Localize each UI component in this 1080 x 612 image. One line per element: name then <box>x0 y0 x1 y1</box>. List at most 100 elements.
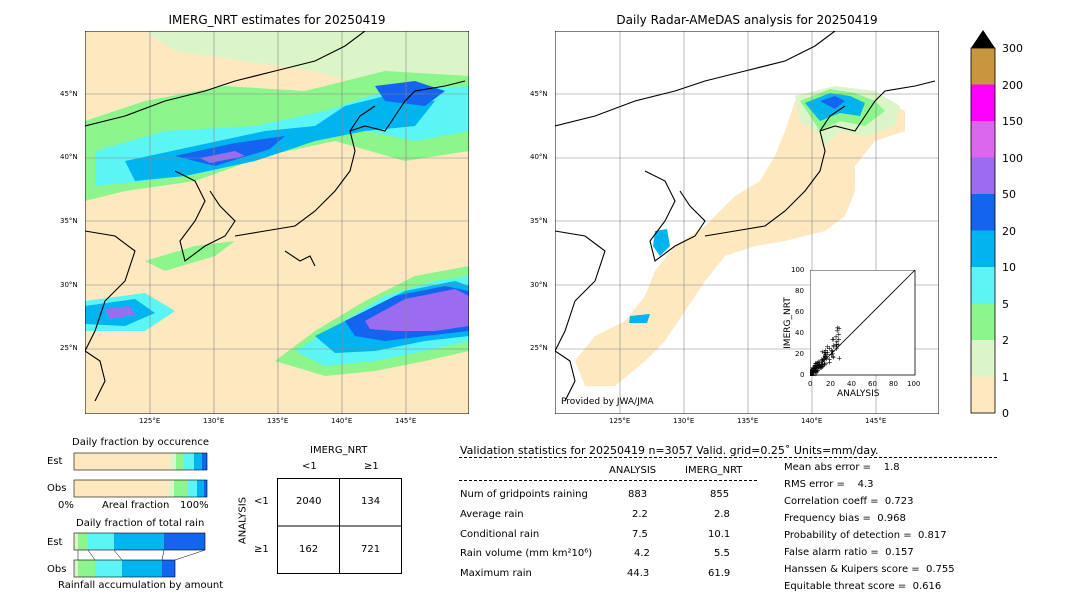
scatter-point: + <box>810 369 814 376</box>
scatter-point: + <box>810 368 816 376</box>
scatter-point: + <box>810 366 814 374</box>
scatter-point: + <box>810 372 813 377</box>
validation-row-label: Conditional rain <box>460 529 540 540</box>
scatter-point: + <box>822 353 828 361</box>
scatter-point: + <box>815 366 821 374</box>
scatter-point: + <box>810 372 816 377</box>
scatter-point: + <box>815 364 821 372</box>
scatter-point: + <box>810 372 813 377</box>
scatter-point: + <box>810 371 814 376</box>
occurrence-title: Daily fraction by occurence <box>72 437 210 448</box>
right-lon-130: 130°E <box>673 417 695 425</box>
scatter-inset: ++++ ++++++++++++++++++++++++++++++++ ++++… <box>810 270 916 376</box>
right-map-title: Daily Radar-AMeDAS analysis for 20250419 <box>616 13 878 27</box>
occurrence-obs-bar <box>74 480 207 497</box>
score-frequency-bias: Frequency bias = 0.968 <box>784 513 906 524</box>
scatter-point: + <box>810 371 813 376</box>
scatter-point: + <box>810 372 814 377</box>
scatter-point: + <box>810 369 814 376</box>
scatter-xtick-0: 0 <box>808 380 813 388</box>
scatter-xtick-40: 40 <box>847 380 856 388</box>
scatter-point: + <box>810 369 815 376</box>
scatter-point: + <box>811 365 817 373</box>
scatter-point: + <box>827 356 833 364</box>
left-lat-25: 25°N <box>60 344 78 352</box>
scatter-point: + <box>812 364 818 372</box>
scatter-point: + <box>810 369 813 376</box>
scatter-point: + <box>810 366 816 374</box>
left-lat-45: 45°N <box>60 90 78 98</box>
scatter-point: + <box>834 327 840 335</box>
colorbar-swatch <box>971 376 995 414</box>
total-rain-bars <box>73 532 206 578</box>
score-mean-abs-error: Mean abs error = 1.8 <box>784 462 900 473</box>
scatter-point: + <box>836 335 842 343</box>
scatter-point: + <box>811 369 817 376</box>
scatter-point: + <box>810 370 814 376</box>
scatter-point: + <box>817 359 823 367</box>
scatter-point: + <box>810 367 816 375</box>
validation-row-analysis: 2.2 <box>632 509 648 520</box>
scatter-point: + <box>823 348 829 356</box>
scatter-point: + <box>810 369 814 376</box>
scatter-xtick-80: 80 <box>889 380 898 388</box>
colorbar-label-150: 150 <box>1002 115 1023 128</box>
scatter-point: + <box>827 358 833 366</box>
scatter-point: + <box>824 355 830 363</box>
contingency-col-lt: <1 <box>302 461 317 472</box>
scatter-point: + <box>810 372 813 377</box>
scatter-point: + <box>812 368 818 376</box>
scatter-point: + <box>813 368 819 376</box>
colorbar-swatch <box>971 340 995 377</box>
scatter-xlabel: ANALYSIS <box>837 389 880 399</box>
scatter-point: + <box>810 371 813 376</box>
left-map-title: IMERG_NRT estimates for 20250419 <box>168 13 386 27</box>
scatter-point: + <box>810 370 814 376</box>
scatter-point: + <box>834 343 840 351</box>
scatter-point: + <box>830 335 836 343</box>
scatter-point: + <box>812 371 818 376</box>
scatter-point: + <box>827 344 833 352</box>
colorbar-label-100: 100 <box>1002 152 1023 165</box>
score-ets: Equitable threat score = 0.616 <box>784 581 942 592</box>
scatter-point: + <box>811 364 817 372</box>
scatter-point: + <box>810 372 815 377</box>
scatter-point: + <box>810 372 813 377</box>
scatter-point: + <box>812 367 818 375</box>
scatter-point: + <box>810 370 815 376</box>
scatter-point: + <box>819 348 825 356</box>
left-lon-145: 145°E <box>395 417 417 425</box>
scatter-point: + <box>829 346 835 354</box>
colorbar-label-20: 20 <box>1002 225 1016 238</box>
scatter-point: + <box>823 360 829 368</box>
scatter-point: + <box>810 372 813 377</box>
right-lon-125: 125°E <box>609 417 631 425</box>
validation-dash-mid <box>459 480 757 481</box>
scatter-point: + <box>812 364 818 372</box>
scatter-point: + <box>819 357 825 365</box>
scatter-point: + <box>810 369 815 376</box>
right-lat-45: 45°N <box>530 90 548 98</box>
scatter-point: + <box>810 372 813 377</box>
left-lat-40: 40°N <box>60 153 78 161</box>
colorbar-swatch <box>971 267 995 304</box>
contingency-cell-ge-lt: 162 <box>299 544 319 555</box>
colorbar-swatch <box>971 48 995 85</box>
scatter-xtick-60: 60 <box>868 380 877 388</box>
scatter-point: + <box>833 341 839 349</box>
contingency-grid <box>277 478 402 574</box>
left-lon-125: 125°E <box>139 417 161 425</box>
occurrence-row-est: Est <box>47 456 63 467</box>
colorbar-swatch <box>971 157 995 195</box>
contingency-row-lt: <1 <box>254 496 269 507</box>
colorbar-label-2: 2 <box>1002 334 1009 347</box>
colorbar-swatch <box>971 303 995 341</box>
colorbar-label-0: 0 <box>1002 407 1009 420</box>
scatter-point: + <box>833 333 839 341</box>
score-correlation: Correlation coeff = 0.723 <box>784 496 914 507</box>
scatter-point: + <box>812 362 818 370</box>
contingency-top-label: IMERG_NRT <box>310 445 368 456</box>
colorbar-swatch <box>971 194 995 231</box>
scatter-point: + <box>810 371 815 376</box>
validation-header: Validation statistics for 20250419 n=305… <box>460 444 879 457</box>
